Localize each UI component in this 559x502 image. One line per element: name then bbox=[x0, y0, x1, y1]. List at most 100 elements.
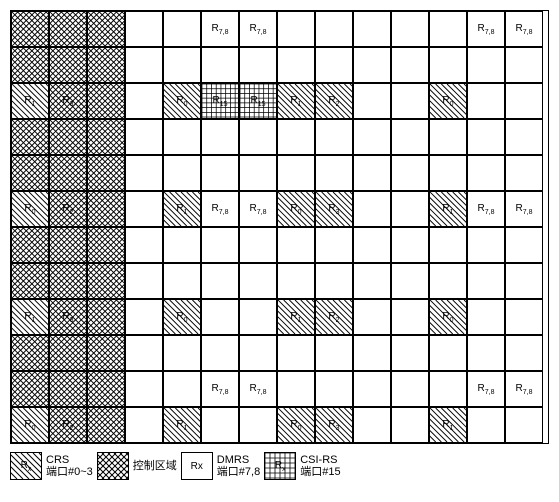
grid-cell bbox=[391, 119, 429, 155]
grid-cell bbox=[87, 371, 125, 407]
grid-cell bbox=[467, 407, 505, 443]
grid-cell: R7,8 bbox=[467, 191, 505, 227]
grid-cell: R3 bbox=[315, 191, 353, 227]
grid-cell: R1 bbox=[429, 191, 467, 227]
grid-cell: R0 bbox=[163, 299, 201, 335]
grid-cell bbox=[277, 335, 315, 371]
grid-cell bbox=[505, 335, 543, 371]
grid-cell bbox=[467, 227, 505, 263]
grid-cell bbox=[87, 11, 125, 47]
grid-cell bbox=[505, 47, 543, 83]
grid-cell bbox=[125, 371, 163, 407]
grid-cell bbox=[11, 227, 49, 263]
grid-cell bbox=[315, 371, 353, 407]
grid-cell bbox=[87, 299, 125, 335]
grid-cell bbox=[125, 119, 163, 155]
grid-cell bbox=[353, 47, 391, 83]
grid-cell: R3 bbox=[315, 407, 353, 443]
grid-cell bbox=[391, 407, 429, 443]
grid-cell bbox=[353, 83, 391, 119]
grid-cell bbox=[505, 407, 543, 443]
grid-cell: R2 bbox=[49, 407, 87, 443]
grid-cell bbox=[429, 227, 467, 263]
grid-cell bbox=[239, 299, 277, 335]
grid-cell bbox=[353, 407, 391, 443]
grid-cell bbox=[125, 263, 163, 299]
grid-cell bbox=[467, 263, 505, 299]
grid-cell: R7,8 bbox=[505, 191, 543, 227]
grid-cell bbox=[391, 299, 429, 335]
grid-cell bbox=[429, 371, 467, 407]
grid-cell bbox=[391, 227, 429, 263]
grid-cell bbox=[505, 83, 543, 119]
grid-cell bbox=[87, 119, 125, 155]
grid-cell bbox=[467, 83, 505, 119]
legend-swatch bbox=[97, 452, 129, 480]
grid-cell bbox=[239, 335, 277, 371]
grid-cell bbox=[125, 227, 163, 263]
grid-cell bbox=[353, 11, 391, 47]
grid-cell bbox=[201, 155, 239, 191]
grid-cell bbox=[163, 263, 201, 299]
grid-cell bbox=[163, 47, 201, 83]
grid-cell bbox=[391, 155, 429, 191]
grid-cell: R7,8 bbox=[505, 11, 543, 47]
grid-cell bbox=[429, 11, 467, 47]
grid-cell bbox=[353, 263, 391, 299]
grid-cell: R7,8 bbox=[505, 371, 543, 407]
grid-cell bbox=[315, 155, 353, 191]
grid-cell: R2 bbox=[315, 83, 353, 119]
grid-cell bbox=[87, 335, 125, 371]
grid-cell bbox=[353, 191, 391, 227]
grid-cell: R15 bbox=[239, 83, 277, 119]
grid-cell bbox=[11, 263, 49, 299]
grid-cell bbox=[239, 407, 277, 443]
legend-item: 控制区域 bbox=[97, 452, 177, 480]
grid-cell bbox=[11, 371, 49, 407]
legend-label: CSI-RS端口#15 bbox=[300, 454, 340, 478]
grid-cell bbox=[505, 227, 543, 263]
resource-grid: R7,8R7,8R7,8R7,8R1R3R0R15R15R1R2R0R0R2R1… bbox=[10, 10, 549, 444]
grid-cell bbox=[391, 371, 429, 407]
grid-cell bbox=[125, 83, 163, 119]
grid-cell: R7,8 bbox=[201, 11, 239, 47]
grid-cell bbox=[87, 407, 125, 443]
grid-cell bbox=[87, 155, 125, 191]
grid-cell: R7,8 bbox=[201, 371, 239, 407]
grid-cell bbox=[391, 263, 429, 299]
grid-cell: R0 bbox=[163, 83, 201, 119]
grid-cell bbox=[277, 155, 315, 191]
grid-cell bbox=[353, 119, 391, 155]
grid-cell bbox=[87, 83, 125, 119]
grid-cell bbox=[49, 335, 87, 371]
grid-cell bbox=[315, 11, 353, 47]
grid-cell bbox=[429, 155, 467, 191]
grid-cell: R7,8 bbox=[467, 11, 505, 47]
grid-cell bbox=[391, 11, 429, 47]
grid-cell: R1 bbox=[429, 407, 467, 443]
grid-cell: R7,8 bbox=[239, 371, 277, 407]
grid-cell bbox=[49, 371, 87, 407]
legend-swatch: Rx bbox=[264, 452, 296, 480]
grid-cell bbox=[163, 155, 201, 191]
grid-cell bbox=[353, 155, 391, 191]
grid-cell bbox=[505, 119, 543, 155]
grid-cell bbox=[11, 47, 49, 83]
grid-cell: R7,8 bbox=[467, 371, 505, 407]
grid-cell bbox=[201, 47, 239, 83]
grid-cell bbox=[163, 119, 201, 155]
grid-cell: R1 bbox=[11, 299, 49, 335]
grid-cell bbox=[11, 11, 49, 47]
diagram-container: R7,8R7,8R7,8R7,8R1R3R0R15R15R1R2R0R0R2R1… bbox=[10, 10, 549, 480]
grid-cell bbox=[49, 47, 87, 83]
grid-cell bbox=[429, 47, 467, 83]
grid-cell: R0 bbox=[429, 83, 467, 119]
legend-label: 控制区域 bbox=[133, 460, 177, 472]
grid-cell bbox=[239, 119, 277, 155]
grid-cell: R15 bbox=[201, 83, 239, 119]
grid-cell bbox=[239, 155, 277, 191]
grid-cell bbox=[391, 335, 429, 371]
grid-cell: R0 bbox=[11, 407, 49, 443]
grid-cell bbox=[49, 119, 87, 155]
grid-cell bbox=[49, 11, 87, 47]
